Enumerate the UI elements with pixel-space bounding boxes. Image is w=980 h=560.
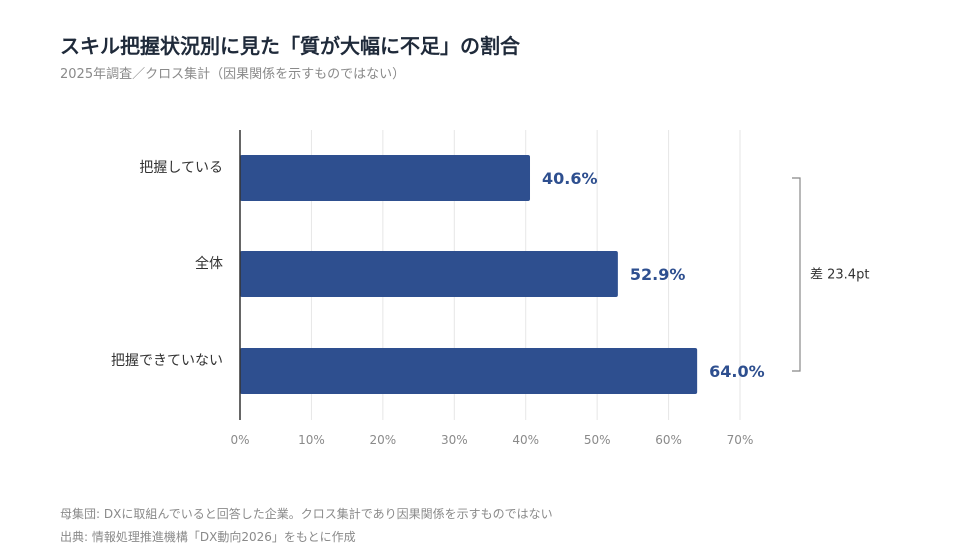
x-tick-label-10: 10% (298, 433, 325, 447)
footnote-source: 出典: 情報処理推進機構「DX動向2026」をもとに作成 (60, 530, 356, 544)
difference-bracket (792, 177, 801, 372)
category-label-0: 把握している (139, 160, 223, 176)
category-label-2: 把握できていない (111, 353, 223, 369)
value-label-0: 40.6% (542, 169, 598, 188)
bar-chart: 0% 10% 20% 30% 40% 50% 60% 70% 把握している 40.6% 全体 52.9… (111, 130, 869, 447)
category-label-1: 全体 (195, 255, 223, 272)
bar-1 (240, 251, 618, 297)
x-tick-label-70: 70% (727, 433, 754, 447)
bar-0 (240, 155, 531, 201)
x-tick-label-50: 50% (584, 433, 611, 447)
x-tick-label-40: 40% (512, 433, 539, 447)
difference-annotation: 差 23.4pt (810, 268, 869, 283)
x-tick-label-60: 60% (655, 433, 682, 447)
x-tick-label-30: 30% (441, 433, 468, 447)
value-label-1: 52.9% (630, 265, 686, 284)
x-tick-label-20: 20% (370, 433, 397, 447)
chart-title: スキル把握状況別に見た「質が大幅に不足」の割合 (60, 34, 520, 58)
footnote-population: 母集団: DXに取組んでいると回答した企業。クロス集計であり因果関係を示すもので… (60, 507, 553, 521)
bar-2 (240, 348, 698, 394)
chart-subtitle: 2025年調査／クロス集計（因果関係を示すものではない） (60, 67, 406, 82)
x-tick-label-0: 0% (230, 433, 249, 447)
value-label-2: 64.0% (709, 362, 765, 381)
